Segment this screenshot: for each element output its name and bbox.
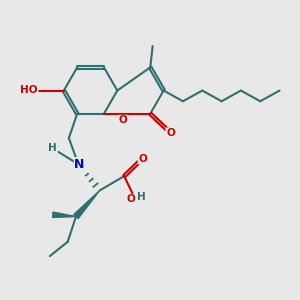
Polygon shape [52, 212, 76, 218]
Text: N: N [74, 158, 85, 171]
Text: O: O [138, 154, 147, 164]
Text: HO: HO [20, 85, 38, 95]
Text: O: O [166, 128, 175, 138]
Text: H: H [48, 142, 57, 153]
Text: H: H [137, 192, 146, 202]
Polygon shape [74, 190, 100, 219]
Text: O: O [126, 194, 135, 204]
Text: O: O [118, 115, 127, 125]
